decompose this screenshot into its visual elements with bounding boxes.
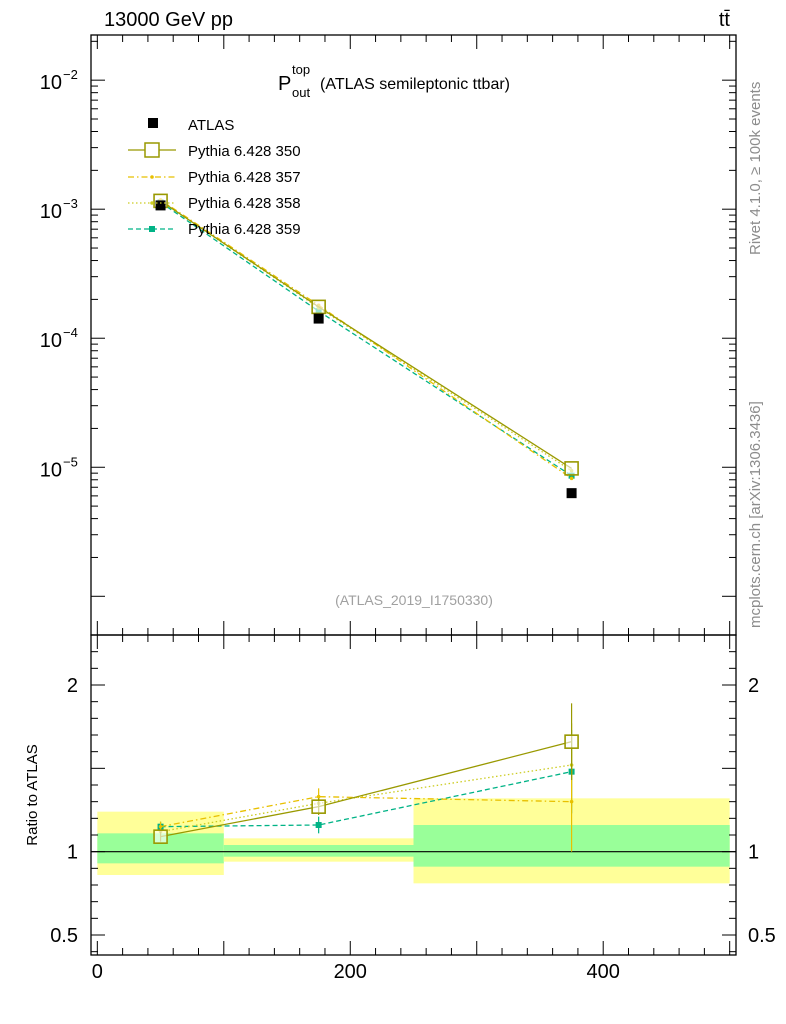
series-line-upper — [160, 200, 572, 469]
data-marks — [153, 193, 579, 852]
series-point-ratio — [316, 794, 321, 799]
side-label-rivet: Rivet 4.1.0, ≥ 100k events — [747, 82, 764, 255]
ratio-band-stat — [223, 845, 414, 857]
x-tick-label: 0 — [92, 961, 103, 983]
ratio-y-tick-label: 1 — [67, 842, 78, 864]
legend-marker-atlas — [148, 118, 158, 128]
legend-label-357: Pythia 6.428 357 — [188, 169, 301, 186]
x-tick-label: 400 — [587, 961, 620, 983]
plot-title: P top out (ATLAS semileptonic ttbar) — [278, 62, 510, 100]
series-point-upper — [568, 472, 575, 479]
upper-y-tick-label: 10 — [40, 72, 62, 94]
legend-marker-357 — [150, 175, 154, 179]
legend-label-atlas: ATLAS — [188, 117, 234, 134]
legend: ATLAS Pythia 6.428 350 Pythia 6.428 357 … — [128, 117, 301, 238]
ratio-y-tick-label-right: 1 — [748, 842, 759, 864]
series-line-upper — [160, 200, 572, 472]
atlas-data-point — [313, 313, 324, 324]
atlas-data-point — [155, 200, 166, 211]
legend-marker-358 — [150, 201, 154, 205]
ratio-y-tick-label-right: 0.5 — [748, 925, 776, 947]
legend-marker-350 — [144, 142, 160, 158]
title-sub: out — [292, 85, 310, 100]
ratio-y-tick-label: 0.5 — [50, 925, 78, 947]
ratio-panel — [90, 634, 737, 956]
legend-label-359: Pythia 6.428 359 — [188, 221, 301, 238]
title-main: P — [278, 73, 291, 95]
series-point-ratio — [564, 734, 579, 749]
header-right: tt̄ — [719, 9, 731, 31]
upper-y-tick-exponent: −3 — [63, 196, 78, 211]
title-rest: (ATLAS semileptonic ttbar) — [320, 76, 510, 93]
axis-ticks: 10 −210 −310 −410 −52 21 10.5 0.50 200 400 — [40, 35, 776, 983]
series-point-upper — [569, 476, 574, 481]
analysis-id: (ATLAS_2019_I1750330) — [335, 592, 493, 608]
series-point-ratio — [315, 822, 322, 828]
header-left: 13000 GeV pp — [104, 9, 233, 31]
ratio-frame — [90, 634, 737, 956]
ratio-bands — [91, 798, 736, 884]
ratio-y-tick-label-right: 2 — [748, 675, 759, 697]
upper-y-tick-label: 10 — [40, 330, 62, 352]
legend-label-358: Pythia 6.428 358 — [188, 195, 301, 212]
ratio-y-tick-label: 2 — [67, 675, 78, 697]
series-point-upper — [311, 299, 326, 315]
series-line-upper — [160, 201, 572, 477]
series-point-ratio — [158, 824, 163, 829]
x-tick-label: 200 — [334, 961, 367, 983]
ratio-ylabel: Ratio to ATLAS — [24, 744, 41, 845]
upper-y-tick-label: 10 — [40, 459, 62, 481]
upper-y-tick-exponent: −4 — [63, 325, 78, 340]
legend-marker-359 — [149, 226, 155, 232]
series-point-ratio — [569, 799, 574, 804]
upper-y-tick-exponent: −5 — [63, 454, 78, 469]
legend-label-350: Pythia 6.428 350 — [188, 143, 301, 160]
series-line-ratio — [160, 796, 572, 828]
upper-y-tick-exponent: −2 — [63, 67, 78, 82]
side-label-mcplots: mcplots.cern.ch [arXiv:1306.3436] — [747, 401, 764, 628]
upper-y-tick-label: 10 — [40, 201, 62, 223]
series-point-ratio — [153, 829, 168, 844]
series-point-upper — [564, 461, 579, 476]
series-point-ratio — [311, 799, 326, 814]
title-sup: top — [292, 62, 310, 77]
atlas-data-point — [566, 488, 577, 499]
